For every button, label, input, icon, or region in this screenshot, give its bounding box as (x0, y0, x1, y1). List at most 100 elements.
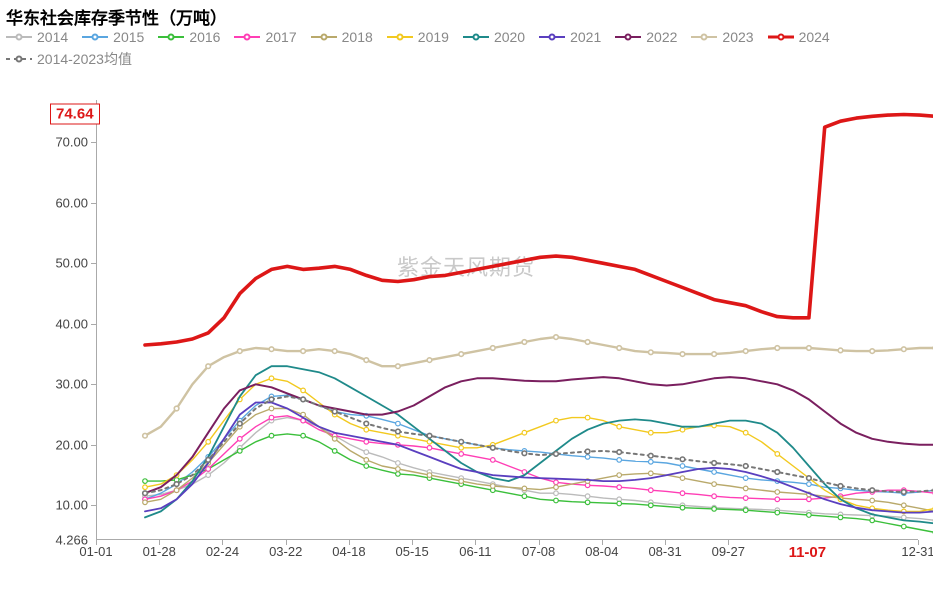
series-marker-2023 (807, 346, 812, 351)
series-line-2019[interactable] (145, 378, 933, 511)
series-marker-2023 (269, 347, 274, 352)
series-marker-2018 (649, 471, 654, 476)
series-marker-2023 (838, 348, 843, 353)
x-tick-label: 09-27 (712, 544, 745, 559)
legend-item-2022[interactable]: 2022 (615, 29, 677, 45)
series-marker-avg (585, 449, 590, 454)
legend-item-2020[interactable]: 2020 (463, 29, 525, 45)
highlight-y-value: 74.64 (50, 104, 100, 125)
legend-item-2018[interactable]: 2018 (311, 29, 373, 45)
legend-item-2023[interactable]: 2023 (691, 29, 753, 45)
series-line-2021[interactable] (145, 403, 933, 513)
series-marker-avg (838, 484, 843, 489)
x-tick-label: 12-31 (901, 544, 933, 559)
series-marker-2019 (364, 427, 369, 432)
legend-item-2015[interactable]: 2015 (82, 29, 144, 45)
series-line-2020[interactable] (145, 366, 933, 523)
legend-swatch (463, 32, 489, 42)
series-line-2014[interactable] (145, 418, 933, 524)
series-marker-2017 (743, 496, 748, 501)
x-tick (222, 540, 223, 545)
chart-title: 华东社会库存季节性（万吨） (6, 4, 227, 29)
x-tick-label: 07-08 (522, 544, 555, 559)
series-line-2017[interactable] (145, 416, 933, 500)
series-marker-2017 (712, 494, 717, 499)
series-marker-2018 (364, 458, 369, 463)
series-marker-2017 (459, 452, 464, 457)
series-marker-2019 (775, 452, 780, 457)
series-marker-2017 (617, 485, 622, 490)
series-line-2024[interactable] (145, 115, 933, 346)
series-line-2015[interactable] (145, 395, 933, 499)
x-tick-label: 02-24 (206, 544, 239, 559)
series-marker-2018 (174, 488, 179, 493)
x-tick (728, 540, 729, 545)
series-marker-2015 (680, 464, 685, 469)
legend-item-2021[interactable]: 2021 (539, 29, 601, 45)
legend-label: 2022 (646, 29, 677, 45)
series-marker-2018 (775, 490, 780, 495)
legend-label: 2016 (189, 29, 220, 45)
series-marker-2016 (585, 500, 590, 505)
legend-item-avg[interactable]: 2014-2023均值 (6, 49, 132, 69)
series-marker-2023 (743, 349, 748, 354)
series-marker-2017 (491, 458, 496, 463)
series-marker-2023 (238, 349, 243, 354)
x-tick (96, 540, 97, 545)
series-marker-2018 (617, 473, 622, 478)
series-marker-2016 (680, 505, 685, 510)
series-marker-avg (870, 488, 875, 493)
legend-item-2017[interactable]: 2017 (234, 29, 296, 45)
series-marker-2017 (649, 488, 654, 493)
series-marker-2018 (396, 467, 401, 472)
legend-label: 2021 (570, 29, 601, 45)
series-marker-2018 (554, 485, 559, 490)
series-marker-2016 (332, 449, 337, 454)
series-marker-2016 (649, 503, 654, 508)
highlight-x-value: 11-07 (786, 544, 830, 561)
series-marker-avg (427, 433, 432, 438)
x-tick-label: 06-11 (459, 544, 491, 559)
series-marker-2017 (775, 497, 780, 502)
series-marker-2023 (649, 350, 654, 355)
series-marker-2016 (775, 510, 780, 515)
legend-swatch (539, 32, 565, 42)
legend-swatch (82, 32, 108, 42)
legend-item-2024[interactable]: 2024 (768, 29, 830, 45)
series-marker-avg (775, 470, 780, 475)
legend-label: 2023 (722, 29, 753, 45)
series-marker-2019 (680, 427, 685, 432)
legend: 2014 2015 2016 2017 2018 2019 2020 2021 2022 2023… (6, 29, 923, 69)
legend-swatch (158, 32, 184, 42)
legend-swatch (768, 32, 794, 42)
y-tick-label: 50.00 (44, 256, 88, 271)
legend-item-2016[interactable]: 2016 (158, 29, 220, 45)
series-marker-2023 (585, 340, 590, 345)
y-tick-label: 30.00 (44, 377, 88, 392)
series-line-2022[interactable] (145, 377, 933, 493)
series-marker-2023 (301, 349, 306, 354)
legend-swatch (234, 32, 260, 42)
series-marker-2014 (585, 494, 590, 499)
x-tick-label: 01-01 (79, 544, 112, 559)
series-marker-2023 (902, 347, 907, 352)
series-marker-2017 (554, 480, 559, 485)
series-marker-2014 (364, 450, 369, 455)
series-marker-avg (554, 452, 559, 457)
series-marker-2017 (807, 497, 812, 502)
series-marker-2014 (206, 473, 211, 478)
series-marker-2016 (364, 464, 369, 469)
legend-item-2014[interactable]: 2014 (6, 29, 68, 45)
series-marker-avg (459, 440, 464, 445)
x-tick (918, 540, 919, 545)
series-marker-2018 (491, 484, 496, 489)
chart-root: { "title": "华东社会库存季节性（万吨）", "watermark":… (0, 0, 933, 599)
series-marker-2017 (364, 440, 369, 445)
legend-swatch (311, 32, 337, 42)
series-marker-2023 (427, 358, 432, 363)
series-marker-2023 (491, 346, 496, 351)
series-line-2016[interactable] (145, 434, 933, 539)
x-tick (412, 540, 413, 545)
legend-item-2019[interactable]: 2019 (387, 29, 449, 45)
series-marker-2016 (838, 515, 843, 520)
